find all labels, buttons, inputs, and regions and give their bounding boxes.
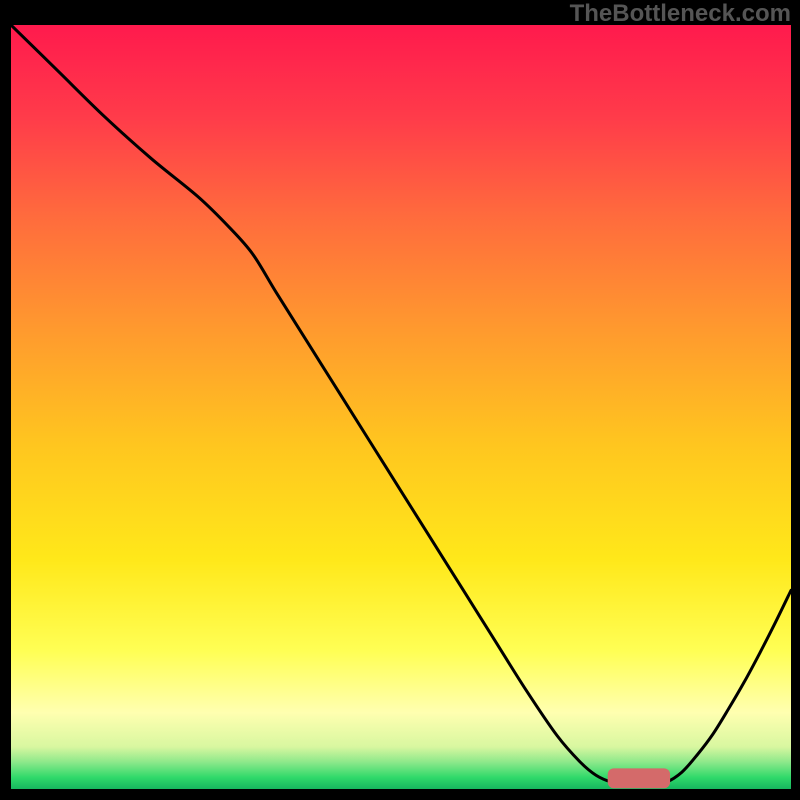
bottleneck-region-marker [608, 768, 670, 788]
watermark-text: TheBottleneck.com [570, 0, 791, 28]
chart-container: { "meta": { "watermark_text": "TheBottle… [0, 0, 800, 800]
bottleneck-chart [11, 25, 791, 789]
